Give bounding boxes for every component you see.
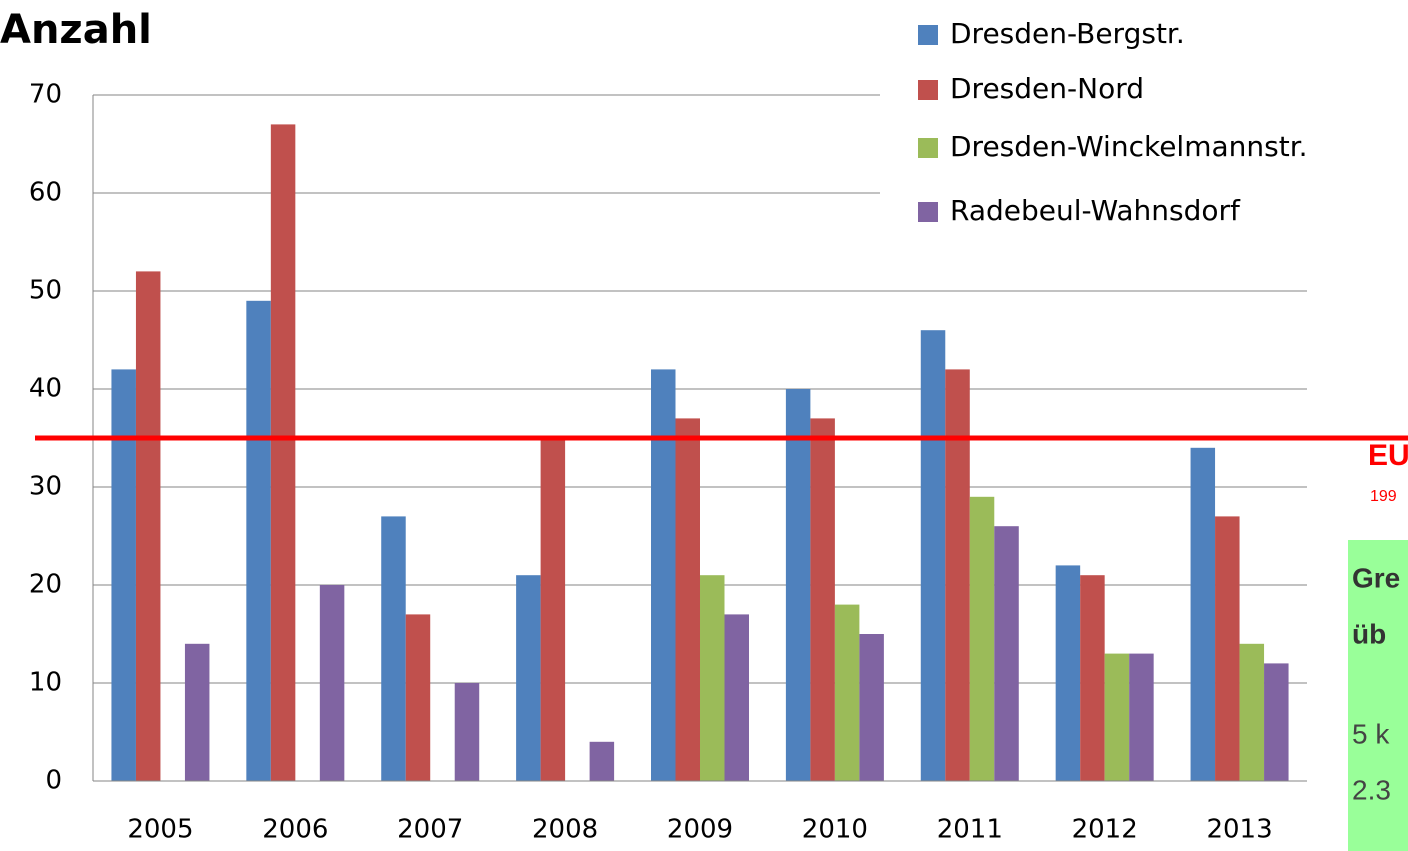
bar: [184, 643, 210, 781]
legend-swatch: [918, 25, 938, 45]
bar: [1104, 653, 1130, 781]
bar: [1239, 643, 1265, 781]
x-tick-label: 2011: [937, 815, 1003, 845]
y-tick-label: 20: [29, 570, 62, 600]
bar: [135, 271, 161, 781]
y-tick-label: 10: [29, 668, 62, 698]
y-tick-label: 30: [29, 472, 62, 502]
bar: [945, 369, 970, 781]
y-tick-label: 0: [45, 766, 62, 796]
bar: [1129, 653, 1154, 781]
bar: [859, 634, 884, 781]
bar: [381, 516, 406, 781]
legend-swatch: [918, 80, 938, 100]
bar: [969, 496, 995, 781]
bar: [1055, 565, 1081, 781]
bar: [1190, 447, 1216, 781]
bar: [834, 604, 860, 781]
bar: [810, 418, 835, 781]
y-tick-label: 60: [29, 178, 62, 208]
bar: [920, 330, 946, 781]
x-tick-label: 2006: [262, 815, 328, 845]
bar: [270, 124, 296, 781]
annotation-text: 2.3: [1352, 774, 1391, 805]
legend-label: Dresden-Nord: [950, 72, 1144, 105]
bar: [319, 585, 345, 781]
legend-swatch: [918, 138, 938, 158]
bar: [589, 741, 615, 781]
bar: [540, 438, 566, 781]
x-tick-label: 2008: [532, 815, 598, 845]
bar: [675, 418, 700, 781]
annotation-text: Gre: [1352, 562, 1400, 593]
legend-label: Radebeul-Wahnsdorf: [950, 194, 1241, 227]
reference-sublabel: 199: [1370, 488, 1397, 505]
legend-background: [880, 0, 1408, 240]
bar: [516, 575, 541, 781]
reference-label: EU: [1368, 439, 1408, 472]
bar: [111, 369, 136, 781]
annotation-text: 5 k: [1352, 718, 1390, 749]
legend-label: Dresden-Bergstr.: [950, 17, 1185, 50]
chart-title: Anzahl: [0, 7, 152, 53]
bar: [785, 389, 811, 781]
y-tick-label: 50: [29, 276, 62, 306]
bar: [405, 614, 431, 781]
bar: [454, 683, 480, 781]
x-tick-label: 2005: [127, 815, 193, 845]
bar: [1264, 663, 1289, 781]
annotation-text: üb: [1352, 618, 1386, 649]
x-tick-label: 2009: [667, 815, 733, 845]
annotation-box: [1348, 540, 1408, 851]
bar: [651, 369, 676, 781]
x-tick-label: 2013: [1206, 815, 1272, 845]
bar: [700, 575, 725, 781]
legend-label: Dresden-Winckelmannstr.: [950, 130, 1308, 163]
legend-swatch: [918, 202, 938, 222]
x-tick-label: 2010: [802, 815, 868, 845]
bar: [724, 614, 749, 781]
bar: [994, 526, 1019, 781]
bar: [1080, 575, 1105, 781]
bar: [1215, 516, 1240, 781]
y-tick-label: 40: [29, 374, 62, 404]
bar: [246, 300, 271, 781]
x-tick-label: 2012: [1072, 815, 1138, 845]
x-tick-label: 2007: [397, 815, 463, 845]
y-tick-label: 70: [29, 80, 62, 110]
